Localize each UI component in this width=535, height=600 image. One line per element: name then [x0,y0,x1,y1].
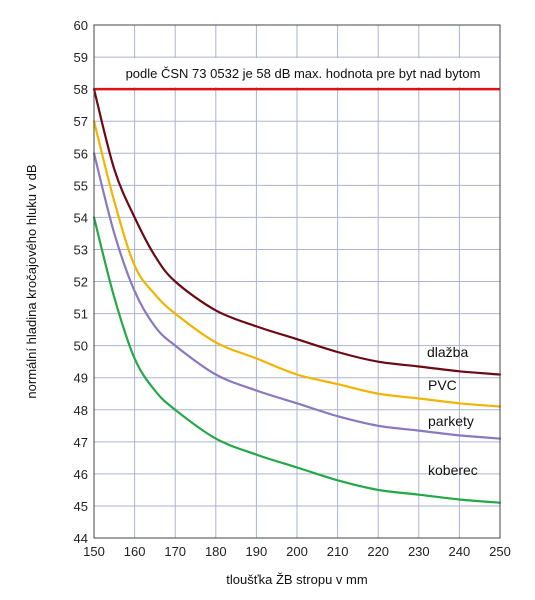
series-label-1: dlažba [427,344,468,360]
series-label-2: PVC [428,377,457,393]
x-tick-label: 200 [286,544,308,559]
y-axis-title: normální hladina kročajového hluku v dB [24,164,39,398]
series-layer [92,88,502,504]
x-tick-labels: 150 160 170 180 190 200 210 220 230 240 250 [83,544,511,559]
y-tick-label: 48 [74,403,88,418]
series-label-3: parkety [428,413,474,429]
annotation-note: podle ČSN 73 0532 je 58 dB max. hodnota … [126,66,481,81]
x-tick-label: 250 [489,544,511,559]
y-tick-label: 57 [74,114,88,129]
x-tick-label: 240 [449,544,471,559]
y-tick-label: 46 [74,467,88,482]
y-tick-label: 47 [74,435,88,450]
x-tick-label: 150 [83,544,105,559]
x-tick-label: 190 [246,544,268,559]
y-tick-label: 49 [74,371,88,386]
y-tick-label: 52 [74,275,88,290]
series-label-4: koberec [428,462,478,478]
series-line-1 [92,88,502,376]
y-tick-label: 51 [74,307,88,322]
x-tick-label: 230 [408,544,430,559]
y-tick-label: 55 [74,178,88,193]
x-tick-label: 160 [124,544,146,559]
series-line-4 [92,216,502,504]
y-tick-label: 58 [74,82,88,97]
series-line-2 [92,120,502,408]
x-tick-label: 210 [327,544,349,559]
series-labels: dlažba PVC parkety koberec [427,344,478,478]
x-tick-label: 170 [164,544,186,559]
threshold-layer [94,58,500,91]
annotation-band [95,58,499,88]
x-axis-title: tloušťka ŽB stropu v mm [226,572,367,587]
series-line-3 [92,152,502,440]
y-tick-label: 59 [74,50,88,65]
plot-frame [93,24,501,539]
y-tick-labels: 44 45 46 47 48 49 50 51 52 53 54 55 56 57 58 59 60 [74,18,88,546]
y-tick-label: 54 [74,210,88,225]
y-tick-label: 60 [74,18,88,33]
y-tick-label: 50 [74,339,88,354]
y-tick-label: 56 [74,146,88,161]
x-tick-label: 220 [367,544,389,559]
y-tick-label: 44 [74,531,88,546]
x-tick-label: 180 [205,544,227,559]
y-tick-label: 53 [74,242,88,257]
y-tick-label: 45 [74,499,88,514]
